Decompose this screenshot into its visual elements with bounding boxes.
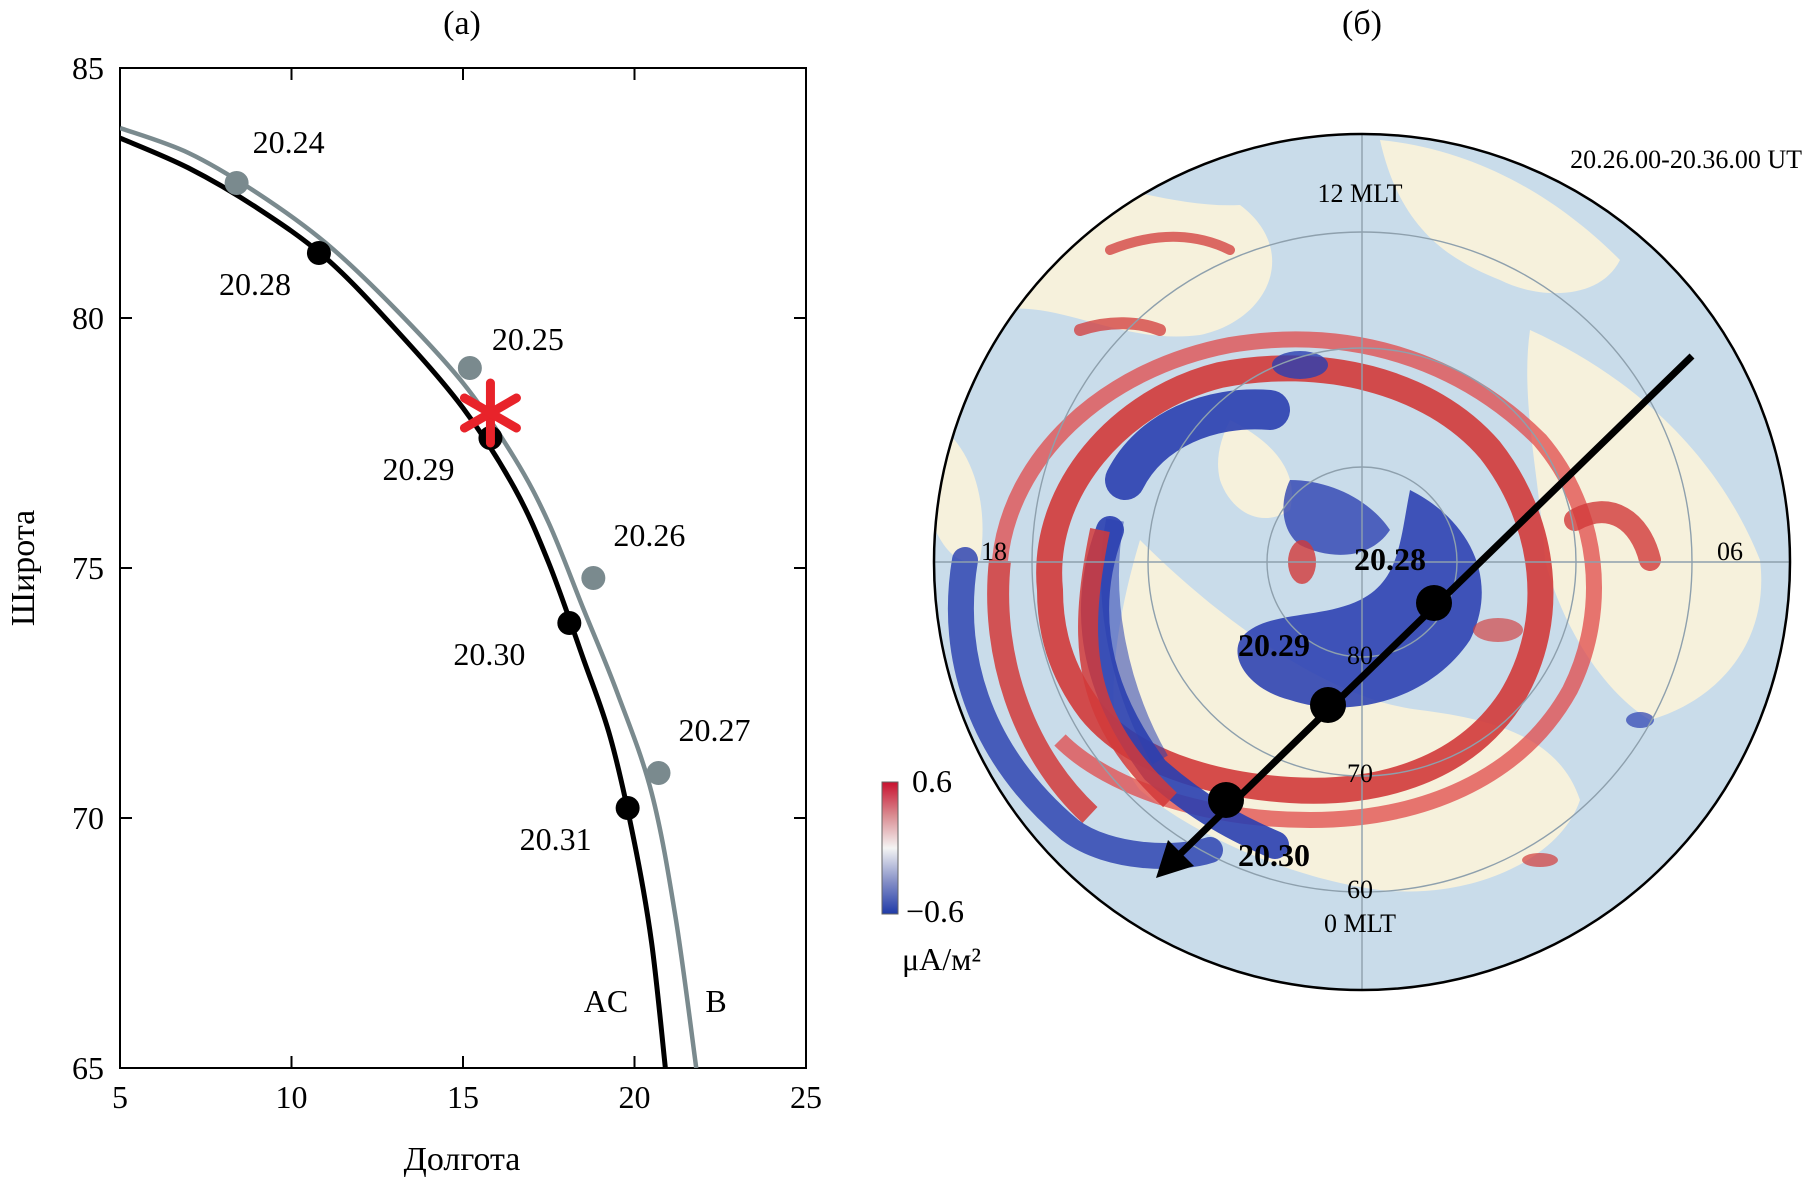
data-point-label: 20.31: [520, 821, 592, 857]
series-label-b: B: [705, 983, 726, 1019]
y-axis-ticks: 65 70 75 80 85: [72, 50, 806, 1086]
mlt-top-label: 12 MLT: [1318, 179, 1403, 208]
data-point-20-31: [615, 796, 640, 820]
colorbar-unit-label: μA/м²: [902, 941, 981, 977]
track-point-20-30: [1208, 782, 1244, 818]
x-axis-ticks: 5 10 15 20 25: [112, 68, 822, 1115]
data-point-20-28: [306, 241, 331, 265]
series-line-ac: [120, 135, 668, 1068]
latitude-label-80: 80: [1347, 641, 1373, 670]
mlt-left-label: 18: [981, 537, 1007, 566]
current-patterns: [947, 231, 1661, 869]
colorbar-min-label: −0.6: [906, 893, 964, 929]
mlt-right-label: 06: [1717, 537, 1743, 566]
track-point-20-28: [1416, 585, 1452, 621]
data-point-20-25: [457, 356, 482, 380]
data-point-label: 20.26: [613, 517, 685, 553]
data-point-20-24: [224, 171, 249, 195]
x-tick-label: 15: [447, 1079, 479, 1115]
data-point-label: 20.28: [219, 266, 291, 302]
panel-b-label: (б): [1342, 5, 1382, 42]
y-axis-title: Широта: [5, 510, 42, 626]
y-tick-label: 70: [72, 800, 104, 836]
conjunction-star-marker: [459, 378, 521, 448]
y-tick-label: 75: [72, 550, 104, 586]
x-tick-label: 20: [619, 1079, 651, 1115]
y-tick-label: 65: [72, 1050, 104, 1086]
x-tick-label: 5: [112, 1079, 128, 1115]
latitude-label-60: 60: [1347, 875, 1373, 904]
x-tick-label: 25: [790, 1079, 822, 1115]
track-point-20-29: [1310, 687, 1346, 723]
panel-a-label: (a): [443, 5, 481, 42]
data-point-label: 20.27: [679, 712, 751, 748]
series-points: 20.28 20.29 20.30 20.31 20.24 20.25 20.26 20.27: [219, 124, 751, 857]
colorbar-gradient: [881, 781, 899, 915]
series-curves: [120, 125, 699, 1068]
data-point-20-27: [646, 761, 671, 785]
time-range-label: 20.26.00-20.36.00 UT: [1570, 145, 1802, 174]
data-point-20-30: [557, 611, 582, 635]
star-stroke: [459, 393, 521, 433]
data-point-label: 20.30: [453, 636, 525, 672]
map-grid: [934, 134, 1790, 990]
series-line-b: [120, 125, 699, 1068]
colorbar-max-label: 0.6: [912, 763, 952, 799]
colorbar: [881, 781, 899, 915]
series-label-ac: AC: [584, 983, 628, 1019]
x-axis-title: Долгота: [404, 1141, 521, 1178]
mlt-bottom-label: 0 MLT: [1324, 909, 1396, 938]
latitude-label-70: 70: [1347, 759, 1373, 788]
track-label-20-29: 20.29: [1238, 627, 1310, 663]
data-point-20-26: [581, 566, 606, 590]
track-label-20-30: 20.30: [1238, 837, 1310, 873]
y-tick-label: 80: [72, 300, 104, 336]
y-tick-label: 85: [72, 50, 104, 86]
x-tick-label: 10: [276, 1079, 308, 1115]
data-point-label: 20.29: [382, 451, 454, 487]
plot-frame: [119, 67, 807, 1069]
data-point-label: 20.24: [253, 124, 325, 160]
data-point-label: 20.25: [492, 321, 564, 357]
track-label-20-28: 20.28: [1354, 541, 1426, 577]
